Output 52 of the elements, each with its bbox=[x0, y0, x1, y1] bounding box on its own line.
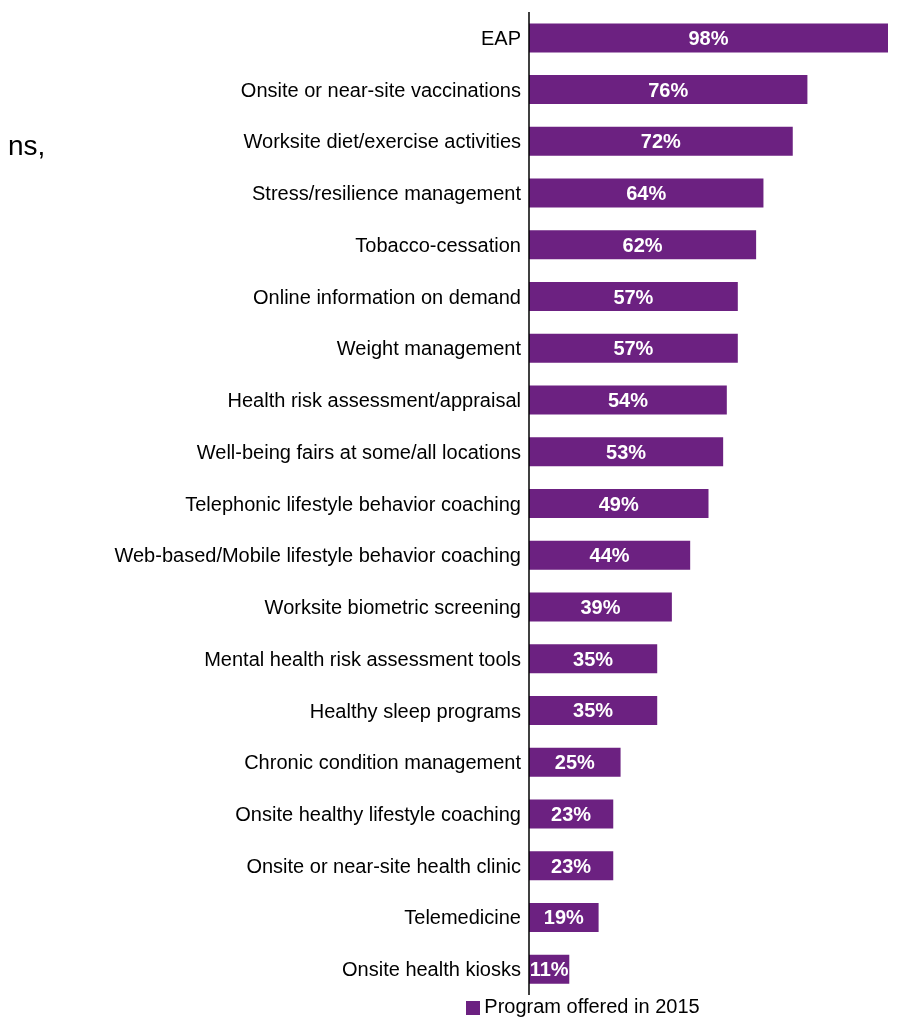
bar bbox=[529, 333, 738, 363]
data-label: 64% bbox=[626, 182, 667, 205]
y-tick-label: Chronic condition management bbox=[244, 751, 522, 774]
data-label: 57% bbox=[613, 285, 654, 308]
y-tick-label: EAP bbox=[480, 26, 521, 49]
y-tick-label: Onsite or near-site health clinic bbox=[246, 854, 521, 877]
y-tick-label: Onsite or near-site vaccinations bbox=[240, 78, 521, 101]
bar bbox=[529, 178, 764, 208]
y-tick-label: Worksite diet/exercise activities bbox=[243, 130, 521, 153]
data-label: 23% bbox=[551, 802, 592, 825]
data-label: 54% bbox=[607, 389, 649, 412]
data-label: 39% bbox=[580, 595, 621, 618]
data-label: 44% bbox=[589, 544, 630, 567]
y-tick-label: Telemedicine bbox=[404, 906, 521, 929]
data-label: 19% bbox=[543, 906, 585, 929]
bar bbox=[529, 230, 757, 260]
y-tick-label: Telephonic lifestyle behavior coaching bbox=[185, 492, 521, 515]
data-label: 23% bbox=[551, 854, 592, 877]
data-label: 98% bbox=[688, 26, 729, 49]
bar bbox=[529, 489, 709, 519]
text: ns, bbox=[8, 130, 46, 162]
bar bbox=[529, 437, 724, 467]
data-label: 49% bbox=[598, 492, 639, 515]
data-label: 35% bbox=[573, 647, 614, 670]
y-tick-label: Online information on demand bbox=[253, 285, 521, 308]
y-tick-label: Onsite health kiosks bbox=[342, 958, 521, 981]
bar bbox=[529, 385, 727, 415]
y-tick-label: Healthy sleep programs bbox=[309, 699, 521, 722]
y-tick-label: Web-based/Mobile lifestyle behavior coaching bbox=[114, 544, 521, 567]
data-label: 53% bbox=[606, 440, 647, 463]
bar bbox=[529, 75, 808, 105]
y-tick-label: Worksite biometric screening bbox=[264, 596, 521, 619]
bar bbox=[529, 540, 691, 570]
y-tick-label: Onsite healthy lifestyle coaching bbox=[235, 803, 521, 826]
data-label: 57% bbox=[613, 337, 654, 360]
bar bbox=[529, 592, 672, 622]
data-label: 72% bbox=[640, 130, 682, 153]
bar bbox=[529, 23, 888, 53]
legend-label: Program offered in 2015 bbox=[484, 995, 700, 1017]
y-tick-label: Tobacco-cessation bbox=[355, 233, 521, 256]
y-tick-label: Weight management bbox=[336, 337, 522, 360]
data-label: 76% bbox=[648, 78, 689, 101]
data-label: 25% bbox=[554, 751, 596, 774]
bar bbox=[529, 282, 738, 312]
y-tick-label: Stress/resilience management bbox=[251, 182, 522, 205]
y-tick-label: Mental health risk assessment tools bbox=[204, 647, 521, 670]
data-label: 35% bbox=[573, 699, 614, 722]
data-label: 11% bbox=[529, 958, 569, 981]
data-label: 62% bbox=[622, 233, 663, 256]
y-tick-label: Health risk assessment/appraisal bbox=[227, 389, 521, 412]
y-tick-label: Well-being fairs at some/all locations bbox=[196, 440, 521, 463]
bar bbox=[529, 126, 793, 156]
